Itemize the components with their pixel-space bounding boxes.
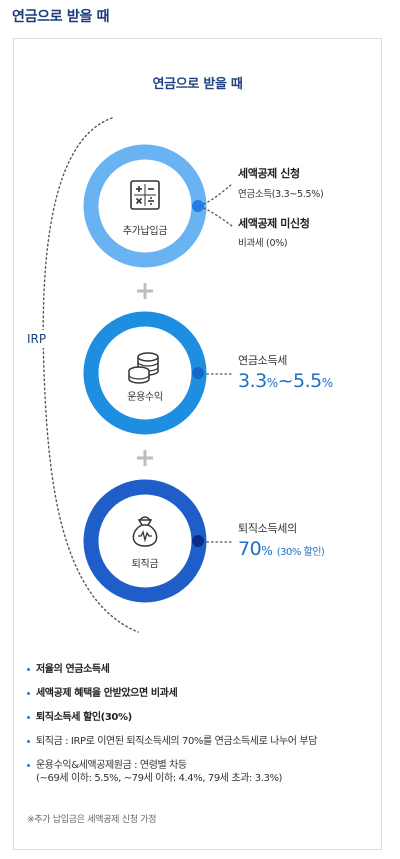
bullet-item: 퇴직금 : IRP로 이연된 퇴직소득세의 70%를 연금소득세로 나누어 부담: [27, 735, 372, 748]
retirement-income-tax-title: 퇴직소득세의: [238, 522, 297, 535]
rate-high: 5.5: [293, 370, 322, 392]
ring1-connector-dot: [192, 200, 204, 212]
retirement-rate-unit: %: [261, 544, 273, 558]
rate-tilde: ~: [277, 370, 294, 392]
ring1-branch-top: [203, 183, 233, 205]
tax-deduction-applied-title: 세액공제 신청: [238, 167, 300, 180]
bullet-item: 운용수익&세액공제원금 : 연령별 차등 (~69세 이하: 5.5%, ~79…: [27, 759, 372, 785]
pension-income-tax-rate: 3.3%~5.5%: [238, 370, 333, 392]
retirement-discount: (30% 할인): [276, 547, 325, 558]
bullet-item-line2: (~69세 이하: 5.5%, ~79세 이하: 4.4%, 79세 초과: 3…: [36, 773, 283, 784]
bullet-item-line1: 운용수익&세액공제원금 : 연령별 차등: [36, 760, 187, 771]
plus-icon-1: [137, 283, 153, 299]
diagram-card: 연금으로 받을 때: [13, 38, 382, 850]
ring2-connector-dot: [192, 367, 204, 379]
ring-label-additional-payment: 추가납입금: [122, 226, 168, 237]
tax-deduction-not-applied-title: 세액공제 미신청: [238, 217, 310, 230]
bullet-item: 퇴직소득세 할인(30%): [27, 711, 372, 724]
bullet-item: 저율의 연금소득세: [27, 663, 372, 676]
bullet-item: 세액공제 혜택을 안받았으면 비과세: [27, 687, 372, 700]
ring-label-investment-return: 운용수익: [127, 392, 163, 403]
pension-income-tax-title: 연금소득세: [238, 354, 288, 367]
retirement-rate: 70: [238, 538, 262, 560]
money-bag-icon: [132, 516, 158, 547]
tax-deduction-not-applied-rate: 비과세 (0%): [238, 238, 288, 249]
rate-low-unit: %: [266, 376, 278, 390]
page-title: 연금으로 받을 때: [12, 9, 110, 25]
plus-icon-2: [137, 450, 153, 466]
summary-bullets: 저율의 연금소득세 세액공제 혜택을 안받았으면 비과세 퇴직소득세 할인(30…: [27, 663, 372, 796]
ring-label-severance-pay: 퇴직금: [131, 559, 159, 570]
calculator-icon: [130, 180, 160, 210]
ring1-branch-bottom: [203, 207, 233, 227]
irp-label: IRP: [27, 330, 47, 348]
rate-low: 3.3: [238, 370, 267, 392]
irp-bracket-arc: [42, 117, 139, 633]
ring3-connector-dot: [192, 535, 204, 547]
rate-high-unit: %: [321, 376, 333, 390]
footnote: ※추가 납입금은 세액공제 신청 가정: [27, 815, 157, 825]
coins-icon: [128, 352, 159, 384]
card-title: 연금으로 받을 때: [152, 77, 243, 92]
tax-deduction-applied-rate: 연금소득(3.3~5.5%): [238, 189, 324, 200]
retirement-income-tax-rate: 70% (30% 할인): [238, 538, 325, 560]
